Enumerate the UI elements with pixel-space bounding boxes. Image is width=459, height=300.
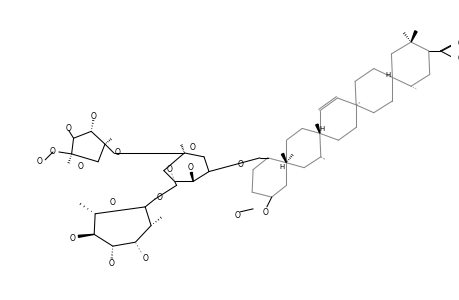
Text: O: O	[234, 211, 240, 220]
Text: O: O	[263, 208, 268, 217]
Text: O: O	[167, 165, 172, 174]
Text: O: O	[189, 142, 195, 152]
Text: H: H	[278, 164, 284, 170]
Polygon shape	[190, 172, 193, 182]
Polygon shape	[315, 124, 319, 133]
Text: O: O	[142, 254, 148, 263]
Text: O: O	[115, 148, 120, 158]
Text: O: O	[187, 163, 193, 172]
Polygon shape	[78, 234, 94, 237]
Text: O: O	[69, 234, 75, 243]
Polygon shape	[281, 153, 286, 163]
Text: O: O	[237, 160, 243, 169]
Text: O: O	[456, 39, 459, 48]
Polygon shape	[410, 31, 416, 42]
Text: O: O	[36, 157, 42, 166]
Text: H: H	[319, 126, 324, 132]
Text: O: O	[456, 54, 459, 63]
Text: O: O	[109, 259, 115, 268]
Text: O: O	[66, 124, 72, 133]
Text: O: O	[50, 148, 56, 157]
Text: H: H	[384, 72, 389, 78]
Text: O: O	[90, 112, 96, 121]
Text: O: O	[157, 193, 162, 202]
Text: O: O	[77, 162, 83, 171]
Text: O: O	[110, 199, 116, 208]
